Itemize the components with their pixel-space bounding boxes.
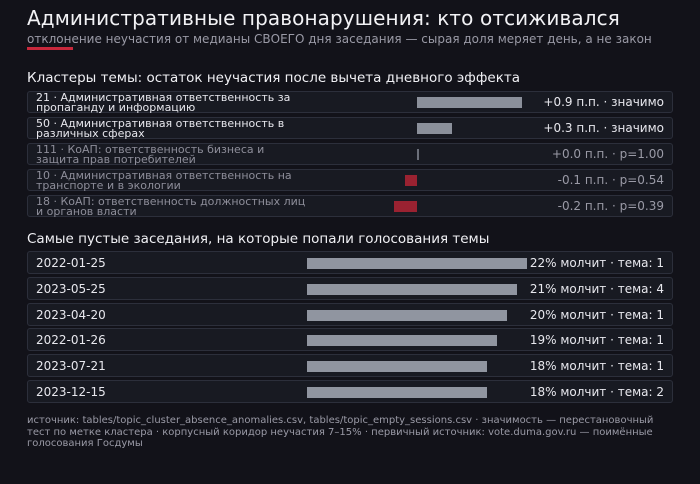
- footnote: источник: tables/topic_cluster_absence_a…: [27, 415, 654, 449]
- cluster-row: 18 · КоАП: ответственность должностных л…: [27, 195, 673, 217]
- cluster-stat-label: +0.3 п.п. · значимо: [543, 121, 664, 135]
- accent-line: [27, 47, 73, 50]
- cluster-stat-label: +0.0 п.п. · p=1.00: [551, 147, 664, 161]
- session-bar: [307, 284, 517, 295]
- session-bar: [307, 335, 497, 346]
- chart-title: Административные правонарушения: кто отс…: [27, 6, 620, 30]
- cluster-row: 50 · Административная ответственность в …: [27, 117, 673, 139]
- session-stat-label: 19% молчит · тема: 1: [529, 333, 664, 347]
- session-date: 2023-05-25: [36, 282, 106, 296]
- session-date: 2023-04-20: [36, 308, 106, 322]
- session-stat-label: 18% молчит · тема: 1: [529, 359, 664, 373]
- session-bar: [307, 310, 507, 321]
- session-row: 2023-04-20 20% молчит · тема: 1: [27, 303, 673, 326]
- session-date: 2022-01-26: [36, 333, 106, 347]
- session-date: 2022-01-25: [36, 256, 106, 270]
- cluster-label: 21 · Административная ответственность за…: [36, 91, 291, 114]
- session-row: 2023-12-15 18% молчит · тема: 2: [27, 380, 673, 403]
- session-row: 2022-01-26 19% молчит · тема: 1: [27, 328, 673, 351]
- session-row: 2023-07-21 18% молчит · тема: 1: [27, 354, 673, 377]
- cluster-stat-label: -0.2 п.п. · p=0.39: [557, 199, 664, 213]
- cluster-bar: [417, 97, 523, 108]
- cluster-label: 18 · КоАП: ответственность должностных л…: [36, 195, 306, 218]
- cluster-label: 50 · Административная ответственность в …: [36, 117, 285, 140]
- cluster-label: 111 · КоАП: ответственность бизнеса и за…: [36, 143, 265, 166]
- session-stat-label: 20% молчит · тема: 1: [529, 308, 664, 322]
- cluster-stat-label: -0.1 п.п. · p=0.54: [557, 173, 664, 187]
- sessions-section-title: Самые пустые заседания, на которые попал…: [27, 231, 490, 247]
- session-stat-label: 18% молчит · тема: 2: [529, 385, 664, 399]
- cluster-bar: [417, 123, 453, 134]
- session-date: 2023-12-15: [36, 385, 106, 399]
- session-bar: [307, 361, 487, 372]
- cluster-bar: [393, 201, 417, 212]
- cluster-bar: [417, 149, 419, 160]
- cluster-label: 10 · Административная ответственность на…: [36, 169, 292, 192]
- cluster-row: 21 · Административная ответственность за…: [27, 91, 673, 113]
- cluster-row: 111 · КоАП: ответственность бизнеса и за…: [27, 143, 673, 165]
- cluster-row: 10 · Административная ответственность на…: [27, 169, 673, 191]
- session-bar: [307, 258, 527, 269]
- cluster-section-title: Кластеры темы: остаток неучастия после в…: [27, 70, 520, 86]
- session-bar: [307, 387, 487, 398]
- cluster-stat-label: +0.9 п.п. · значимо: [543, 95, 664, 109]
- cluster-bar: [405, 175, 417, 186]
- session-date: 2023-07-21: [36, 359, 106, 373]
- session-row: 2022-01-25 22% молчит · тема: 1: [27, 251, 673, 274]
- session-row: 2023-05-25 21% молчит · тема: 4: [27, 277, 673, 300]
- session-stat-label: 21% молчит · тема: 4: [529, 282, 664, 296]
- session-stat-label: 22% молчит · тема: 1: [529, 256, 664, 270]
- chart-subtitle: отклонение неучастия от медианы СВОЕГО д…: [27, 32, 652, 46]
